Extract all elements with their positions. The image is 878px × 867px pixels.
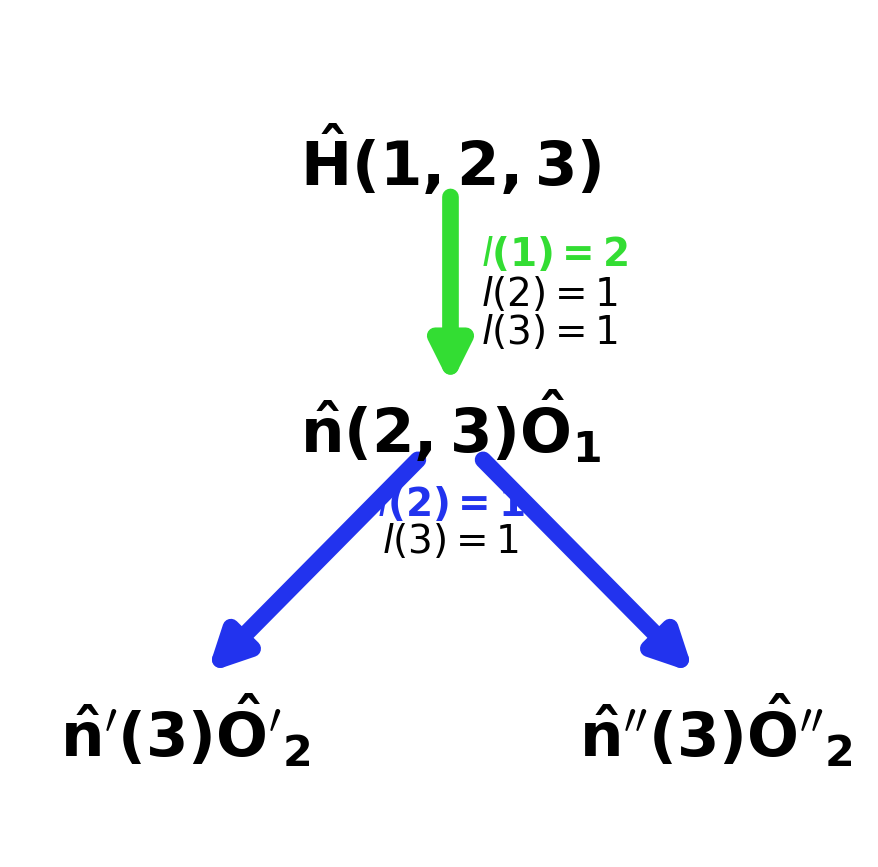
Text: $\mathbf{\mathit{l}(2)=1}$: $\mathbf{\mathit{l}(2)=1}$ <box>377 486 523 524</box>
Text: $\mathbf{\hat{H}(1,2,3)}$: $\mathbf{\hat{H}(1,2,3)}$ <box>299 123 601 199</box>
Text: $\mathbf{\hat{n}(2,3)\hat{O}_1}$: $\mathbf{\hat{n}(2,3)\hat{O}_1}$ <box>299 389 601 466</box>
Text: $\mathit{l}(3)=1$: $\mathit{l}(3)=1$ <box>382 522 518 561</box>
Text: $\mathbf{\hat{n}'(3)\hat{O}'_2}$: $\mathbf{\hat{n}'(3)\hat{O}'_2}$ <box>60 693 310 771</box>
Text: $\mathbf{\mathit{l}(1)=2}$: $\mathbf{\mathit{l}(1)=2}$ <box>480 235 627 274</box>
Text: $\mathbf{\hat{n}''(3)\hat{O}''_2}$: $\mathbf{\hat{n}''(3)\hat{O}''_2}$ <box>579 693 853 771</box>
Text: $\mathit{l}(2)=1$: $\mathit{l}(2)=1$ <box>480 275 617 314</box>
Text: $\mathit{l}(3)=1$: $\mathit{l}(3)=1$ <box>480 313 617 352</box>
